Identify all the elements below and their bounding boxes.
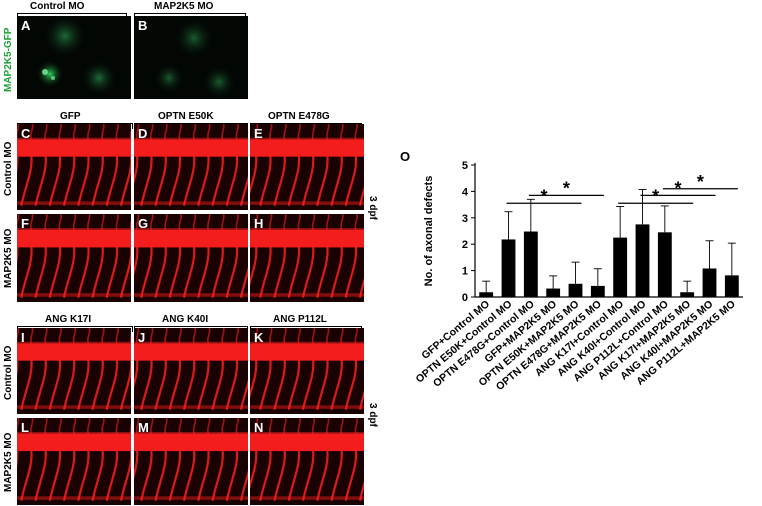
panel-letter: C [21,126,31,141]
vessel-image [134,418,248,501]
column-label-gfp: GFP [60,111,81,122]
vessel-image [17,214,131,298]
panel-letter: M [138,420,149,435]
bar [724,275,739,297]
vessel-image [134,124,248,206]
panel-letter: G [138,216,149,231]
micrograph-panel-b: B [134,16,248,99]
row-label-map2k5-mo: MAP2K5 MO [3,432,14,492]
bar [479,292,494,297]
vessel-image [134,328,248,410]
panel-letter: K [254,330,264,345]
column-label-optn-e478g: OPTN E478G [268,111,330,122]
vessel-image [134,214,248,298]
bar [702,268,717,297]
column-label-optn-e50k: OPTN E50K [158,111,214,122]
y-tick-label: 1 [462,266,468,278]
side-label-3dpf: 3 dpf [367,403,378,427]
y-tick-label: 0 [462,292,468,304]
significance-marker: * [563,178,570,198]
micrograph-panel-h: H [250,214,364,302]
vessel-image [250,214,364,298]
axonal-defects-chart: ONo. of axonal defects012345GFP+Control … [400,149,743,393]
gfp-embryo-image [154,18,236,99]
side-label-3dpf: 3 dpf [367,196,378,220]
micrograph-panel-l: L [17,418,131,505]
chart-panel-letter: O [400,149,410,164]
micrograph-panel-e: E [250,124,364,210]
y-tick-label: 2 [462,239,468,251]
bar [657,232,672,297]
column-label-ang-p112l: ANG P112L [273,314,327,325]
vessel-image [17,124,131,206]
panel-letter: I [21,330,25,345]
row-label-control-mo: Control MO [3,345,14,400]
panel-letter: J [138,330,146,345]
panel-letter: N [254,420,264,435]
y-tick-label: 4 [462,186,469,198]
vessel-image [17,328,131,410]
micrograph-panel-m: M [134,418,248,505]
row-label-control-mo: Control MO [3,141,14,196]
panel-letter: A [21,18,31,33]
bar [501,239,516,297]
panel-letter: L [21,420,29,435]
panel-letter: H [254,216,264,231]
bar [613,237,628,297]
micrograph-panel-n: N [250,418,364,505]
y-tick-label: 3 [462,213,468,225]
y-axis-label: No. of axonal defects [423,176,435,287]
micrograph-panel-k: K [250,328,364,414]
bar [523,231,538,297]
bar [590,285,605,297]
significance-marker: * [652,186,659,206]
micrograph-panel-a: A [17,16,131,99]
micrograph-panel-f: F [17,214,131,302]
vessel-image [250,418,364,501]
row-label-map2k5-gfp: MAP2K5-GFP [3,27,14,92]
micrograph-panel-j: J [134,328,248,414]
panel-letter: D [138,126,148,141]
micrograph-panel-g: G [134,214,248,302]
panel-letter: B [138,18,148,33]
vessel-image [250,328,364,410]
column-label-ang-k17i: ANG K17I [45,314,92,325]
panel-letter: F [21,216,29,231]
gfp-embryo-image [36,16,117,96]
significance-marker: * [697,172,704,192]
row-label-map2k5-mo: MAP2K5 MO [3,228,14,288]
bar [635,224,650,297]
column-label-control-mo-top: Control MO [30,1,85,12]
micrograph-panel-c: C [17,124,131,210]
column-label-map2k5-mo-top: MAP2K5 MO [154,1,214,12]
bar [546,288,561,297]
significance-marker: * [540,186,547,206]
column-label-ang-k40i: ANG K40I [162,314,209,325]
bar [568,283,583,297]
vessel-image [250,124,364,206]
y-tick-label: 5 [462,160,468,172]
vessel-image [17,418,131,501]
micrograph-panel-i: I [17,328,131,414]
panel-letter: E [254,126,263,141]
bar [680,292,695,297]
micrograph-panel-d: D [134,124,248,210]
